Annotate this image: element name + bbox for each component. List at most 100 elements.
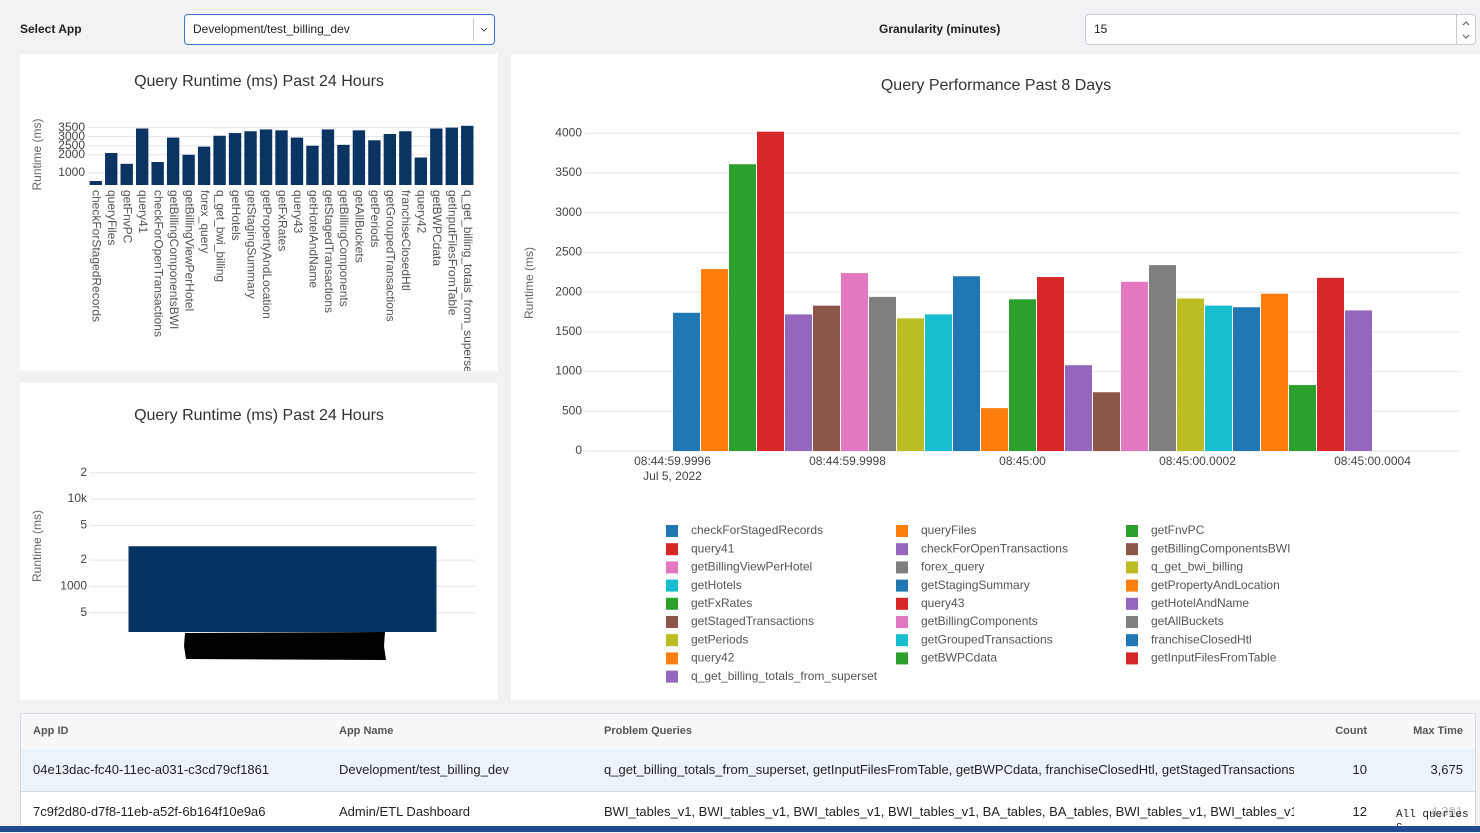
x-tick-label: getBillingViewPerHotel bbox=[182, 190, 196, 311]
legend-swatch bbox=[896, 597, 908, 610]
legend-label: q_get_bwi_billing bbox=[1151, 560, 1243, 574]
bar bbox=[399, 131, 412, 185]
legend-label: getBillingComponentsBWI bbox=[1151, 541, 1290, 555]
bar bbox=[1093, 392, 1120, 451]
legend-label: franchiseClosedHtl bbox=[1151, 632, 1252, 646]
x-tick-label: getHotels bbox=[229, 190, 243, 241]
x-tick-label: query41 bbox=[136, 190, 150, 234]
redaction bbox=[184, 632, 386, 660]
legend-swatch bbox=[1126, 616, 1138, 628]
legend-swatch bbox=[896, 616, 908, 628]
bar bbox=[953, 276, 980, 451]
legend-label: getFxRates bbox=[691, 596, 752, 610]
caret[interactable] bbox=[479, 25, 489, 35]
divider bbox=[1456, 15, 1457, 44]
x-tick-label: franchiseClosedHtl bbox=[399, 190, 413, 291]
column-header: Max Time bbox=[1413, 725, 1463, 737]
y-tick-label: 1000 bbox=[58, 165, 85, 179]
bar bbox=[306, 145, 319, 185]
bar bbox=[228, 133, 242, 185]
bar bbox=[813, 305, 840, 451]
x-tick-label: getFxRates bbox=[275, 190, 289, 251]
bar bbox=[213, 135, 226, 185]
legend-swatch bbox=[1126, 561, 1138, 574]
bar bbox=[461, 125, 474, 185]
chart-runtime-24h-log: Query Runtime (ms) Past 24 Hours Runtime … bbox=[30, 407, 475, 632]
x-tick-label: getInputFilesFromTable bbox=[446, 190, 460, 316]
bar bbox=[151, 162, 164, 185]
panel bbox=[20, 54, 498, 371]
granularity-input[interactable]: 15 bbox=[1085, 14, 1476, 45]
legend-label: query42 bbox=[691, 651, 735, 665]
chart-title: Query Performance Past 8 Days bbox=[881, 77, 1111, 94]
column-header: Count bbox=[1335, 725, 1367, 737]
legend-swatch bbox=[666, 579, 678, 592]
app-dropdown[interactable]: Development/test_billing_dev bbox=[184, 14, 495, 45]
spinner[interactable] bbox=[1460, 17, 1472, 43]
legend-swatch bbox=[1126, 543, 1138, 556]
x-tick-label: 08:44:59.9998 bbox=[809, 454, 886, 468]
bar bbox=[321, 129, 335, 185]
bar bbox=[1289, 385, 1316, 451]
x-tick-label: q_get_billing_totals_from_superset bbox=[461, 190, 475, 377]
bar bbox=[897, 318, 924, 451]
bar bbox=[244, 131, 257, 185]
bar bbox=[1121, 281, 1148, 451]
bar bbox=[337, 144, 350, 185]
bar bbox=[841, 273, 868, 451]
table-cell: 04e13dac-fc40-11ec-a031-c3cd79cf1861 bbox=[33, 762, 270, 777]
y-tick-label: 2 bbox=[80, 465, 87, 479]
column-header: App Name bbox=[339, 725, 394, 737]
y-tick-label: 4000 bbox=[555, 125, 582, 139]
legend-swatch bbox=[896, 543, 908, 556]
table-cell: q_get_billing_totals_from_superset, getI… bbox=[604, 762, 1294, 777]
x-tick-label: getStagingSummary bbox=[244, 190, 258, 299]
legend-swatch bbox=[1126, 579, 1138, 592]
bar bbox=[120, 163, 133, 185]
legend-swatch bbox=[666, 525, 678, 537]
legend-label: q_get_billing_totals_from_superset bbox=[691, 669, 878, 683]
legend-label: checkForStagedRecords bbox=[691, 523, 823, 537]
legend-label: forex_query bbox=[921, 560, 984, 574]
table-row[interactable]: 04e13dac-fc40-11ec-a031-c3cd79cf1861 Deve… bbox=[21, 749, 1475, 792]
bar bbox=[128, 546, 437, 632]
y-tick-label: 3000 bbox=[58, 129, 85, 143]
table-row[interactable]: 7c9f2d80-d7f8-11eb-a52f-6b164f10e9a6 Admi… bbox=[21, 791, 1475, 831]
legend-label: checkForOpenTransactions bbox=[921, 541, 1068, 555]
label: Select App bbox=[20, 22, 82, 36]
bar bbox=[89, 181, 102, 185]
x-tick-label: 08:45:00.0004 bbox=[1334, 454, 1411, 468]
legend-label: getFnvPC bbox=[1151, 523, 1205, 537]
bar bbox=[368, 140, 381, 185]
y-tick-label: 2500 bbox=[58, 138, 85, 152]
bar bbox=[1261, 293, 1288, 451]
table-cell: BWI_tables_v1, BWI_tables_v1, BWI_tables… bbox=[604, 804, 1294, 819]
bar bbox=[414, 157, 428, 185]
chart-performance-8d: Query Performance Past 8 Days Runtime (ms… bbox=[522, 77, 1460, 683]
bar bbox=[275, 130, 288, 185]
y-tick-label: 10k bbox=[68, 491, 88, 505]
x-tick-label: getGroupedTransactions bbox=[384, 190, 398, 322]
y-axis-label: Runtime (ms) bbox=[30, 510, 44, 582]
table-cell: 3,675 bbox=[1430, 762, 1463, 777]
legend-swatch bbox=[666, 652, 678, 665]
bar bbox=[701, 269, 728, 451]
label: Granularity (minutes) bbox=[879, 22, 1001, 36]
table-cell: 10 bbox=[1352, 762, 1367, 777]
table-cell: 7c9f2d80-d7f8-11eb-a52f-6b164f10e9a6 bbox=[33, 804, 266, 819]
y-tick-label: 2000 bbox=[58, 147, 85, 161]
x-tick-label: checkForStagedRecords bbox=[90, 190, 104, 322]
legend-label: getBillingViewPerHotel bbox=[691, 560, 812, 574]
x-tick-label: getFnvPC bbox=[121, 190, 135, 244]
legend-label: getStagedTransactions bbox=[691, 614, 814, 628]
legend-swatch bbox=[896, 561, 908, 574]
x-tick-label: getPropertyAndLocation bbox=[260, 190, 274, 319]
legend-label: getGroupedTransactions bbox=[921, 632, 1053, 646]
legend-swatch bbox=[666, 597, 678, 610]
bar bbox=[1233, 307, 1260, 451]
bar bbox=[981, 408, 1008, 451]
legend-label: getAllBuckets bbox=[1151, 614, 1224, 628]
legend-swatch bbox=[666, 543, 678, 556]
bar bbox=[197, 146, 211, 185]
